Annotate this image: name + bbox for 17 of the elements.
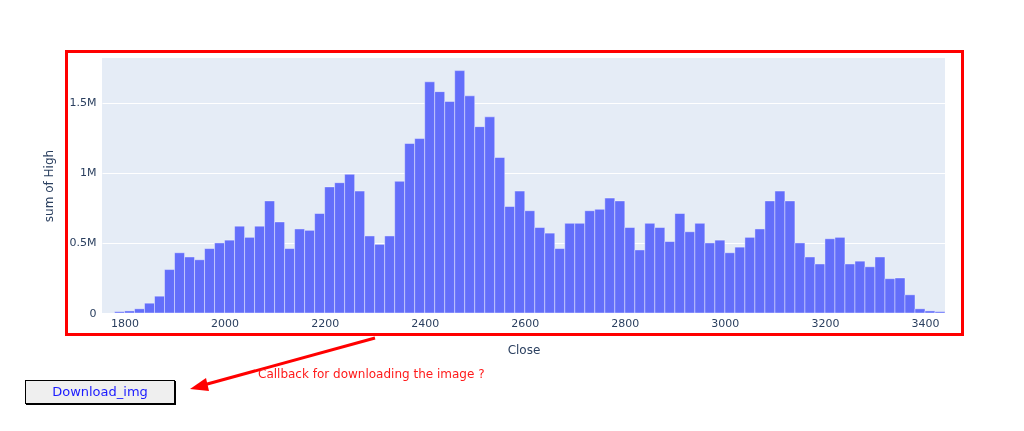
y-tick-label: 1.5M — [69, 96, 97, 110]
x-tick-label: 2400 — [411, 316, 440, 330]
x-tick-label: 2200 — [311, 316, 340, 330]
x-tick-label: 3400 — [911, 316, 940, 330]
x-tick-label: 2000 — [211, 316, 240, 330]
y-tick-label: 0.5M — [69, 236, 97, 250]
x-tick-label: 3000 — [711, 316, 740, 330]
y-tick-label: 1M — [80, 166, 97, 180]
x-tick-label: 2600 — [511, 316, 540, 330]
download-button[interactable]: Download_img — [25, 380, 175, 404]
x-tick-label: 3200 — [811, 316, 840, 330]
x-tick-label: 1800 — [111, 316, 140, 330]
y-axis-title: sum of High — [41, 149, 56, 223]
x-tick-label: 2800 — [611, 316, 640, 330]
y-tick-label: 0 — [89, 306, 97, 320]
text: Callback for downloading the image ? — [258, 367, 485, 381]
x-axis-title: Close — [507, 342, 541, 357]
